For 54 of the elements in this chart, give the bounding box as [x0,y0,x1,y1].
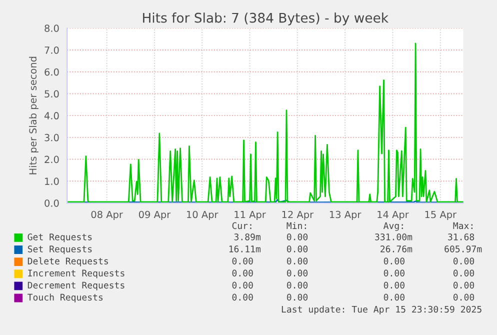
text: 0.00 [232,294,253,301]
text: 0.00 [232,270,253,277]
y-tick-label: 1.0 [45,178,59,185]
y-tick-label: 0.0 [44,199,59,207]
text: 31.68 [448,233,474,240]
y-axis-title: Hits per Slab per second [29,56,38,174]
y-tick-label: 4.0 [44,112,59,120]
text: Cur: [232,222,252,230]
text: 0.00 [232,282,253,289]
legend-label: Touch Requests [28,294,103,302]
x-tick-label: 08 Apr [91,210,123,220]
text: 0.00 [286,294,308,301]
legend-label: Get Requests [28,233,92,242]
text: Min: [286,222,306,229]
text: 0.00 [384,282,404,289]
y-tick-label: 5.0 [44,90,59,98]
legend-label: Delete Requests [28,257,108,266]
chart-title: Hits for Slab: 7 (384 Bytes) - by week [143,12,389,26]
text: Max: [453,222,472,230]
text: Avg: [383,222,403,231]
text: 26.76m [380,246,412,252]
text: 0.00 [453,294,474,301]
y-tick-label: 3.0 [44,134,59,142]
text: 3.89m [234,233,260,240]
x-tick-label: 11 Apr [234,210,266,220]
legend-label: Increment Requests [28,270,124,278]
legend-label: Decrement Requests [28,282,124,290]
text: 0.00 [384,294,404,301]
text: 0.00 [286,246,308,252]
text: 331.00m [375,233,412,240]
text: 0.00 [384,258,404,264]
x-tick-label: 12 Apr [282,210,314,220]
x-tick-label: 10 Apr [187,210,218,220]
text: 0.00 [286,282,308,289]
text: 0.00 [232,258,253,264]
x-tick-label: 14 Apr [378,210,409,220]
x-tick-label: 15 Apr [425,210,457,220]
text: 605.97m [444,246,482,252]
text: 16.11m [229,246,260,252]
x-tick-label: 13 Apr [330,210,362,220]
y-tick-label: 8.0 [44,24,59,32]
legend-label: Set Requests [28,246,92,254]
text: 0.00 [384,270,404,277]
y-tick-label: 7.0 [44,46,59,54]
text: 0.00 [286,270,308,277]
text: 0.00 [286,258,308,264]
y-tick-label: 6.0 [44,68,59,76]
text: Last update: Tue Apr 15 23:30:59 2025 [282,306,482,314]
text: 0.00 [453,258,474,264]
y-tick-label: 2.0 [44,156,59,164]
text: 0.00 [453,270,474,277]
x-tick-label: 09 Apr [138,210,171,220]
text: 0.00 [453,282,474,289]
text: 0.00 [286,233,308,240]
